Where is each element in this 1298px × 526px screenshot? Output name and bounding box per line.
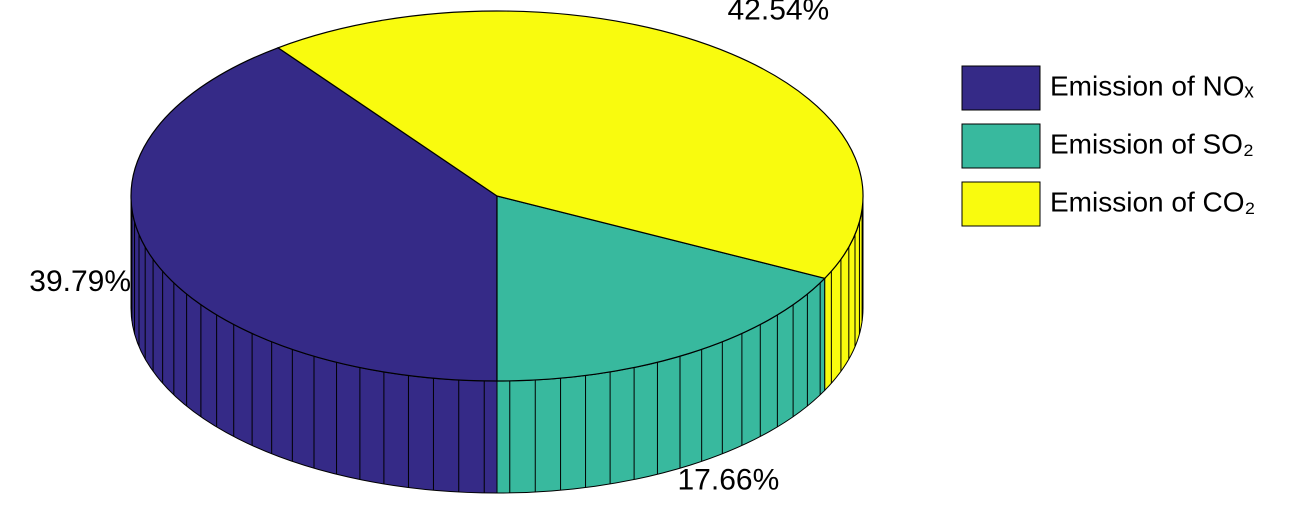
legend-label: Emission of NOₓ [1050,70,1254,101]
side-walls [130,195,864,494]
legend-swatch [961,123,1041,169]
pie-slice [276,10,864,279]
pie-slice [130,47,498,382]
legend-swatch [961,65,1041,111]
legend: Emission of NOₓ Emission of SO₂ Emission o… [961,65,1255,227]
legend-label: Emission of CO₂ [1050,186,1255,217]
legend-label: Emission of SO₂ [1050,128,1254,159]
data-label: 17.66% [678,463,780,496]
data-label: 42.54% [727,0,829,26]
data-label: 39.79% [29,265,131,298]
pie-slice [496,195,826,382]
legend-swatch [961,181,1041,227]
